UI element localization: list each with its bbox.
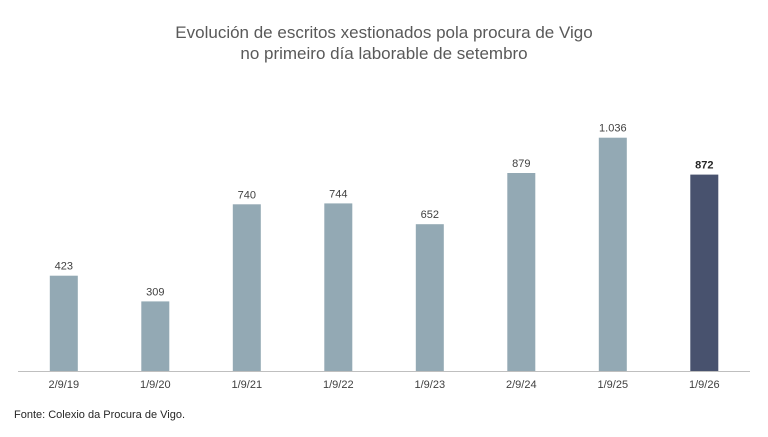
bar-1/9/20 — [141, 301, 170, 371]
bar-2/9/24 — [507, 173, 536, 371]
x-tick-label-1/9/23: 1/9/23 — [415, 379, 446, 391]
bar-1/9/22 — [324, 203, 353, 371]
chart-title-block: Evolución de escritos xestionados pola p… — [0, 22, 768, 64]
bar-1/9/26 — [690, 174, 719, 371]
value-label-2/9/24: 879 — [512, 158, 530, 170]
x-tick-label-1/9/21: 1/9/21 — [232, 379, 263, 391]
x-tick-label-1/9/26: 1/9/26 — [689, 379, 720, 391]
value-label-1/9/20: 309 — [146, 286, 164, 298]
value-label-1/9/21: 740 — [238, 189, 256, 201]
bar-1/9/21 — [232, 204, 261, 371]
chart-title: Evolución de escritos xestionados pola p… — [175, 23, 593, 42]
source-note: Fonte: Colexio da Procura de Vigo. — [14, 409, 186, 421]
bar-1/9/25 — [598, 137, 627, 371]
x-tick-label-2/9/19: 2/9/19 — [49, 379, 80, 391]
value-label-1/9/25: 1.036 — [599, 123, 627, 135]
value-label-1/9/22: 744 — [329, 188, 347, 200]
chart-subtitle: no primeiro día laborable de setembro — [240, 44, 528, 63]
x-tick-label-1/9/22: 1/9/22 — [323, 379, 354, 391]
x-tick-label-2/9/24: 2/9/24 — [506, 379, 537, 391]
value-label-1/9/23: 652 — [421, 209, 439, 221]
x-tick-label-1/9/20: 1/9/20 — [140, 379, 171, 391]
value-label-1/9/26: 872 — [695, 160, 713, 172]
value-label-2/9/19: 423 — [55, 261, 73, 273]
bar-2/9/19 — [49, 275, 78, 371]
x-tick-label-1/9/25: 1/9/25 — [598, 379, 629, 391]
bar-1/9/23 — [415, 224, 444, 371]
